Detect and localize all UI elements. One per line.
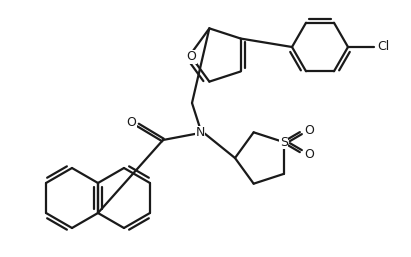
Text: N: N	[195, 126, 205, 140]
Text: Cl: Cl	[377, 41, 389, 53]
Text: O: O	[304, 124, 314, 137]
Text: O: O	[304, 148, 314, 161]
Text: O: O	[126, 116, 136, 130]
Text: O: O	[186, 50, 196, 63]
Text: S: S	[280, 136, 288, 149]
